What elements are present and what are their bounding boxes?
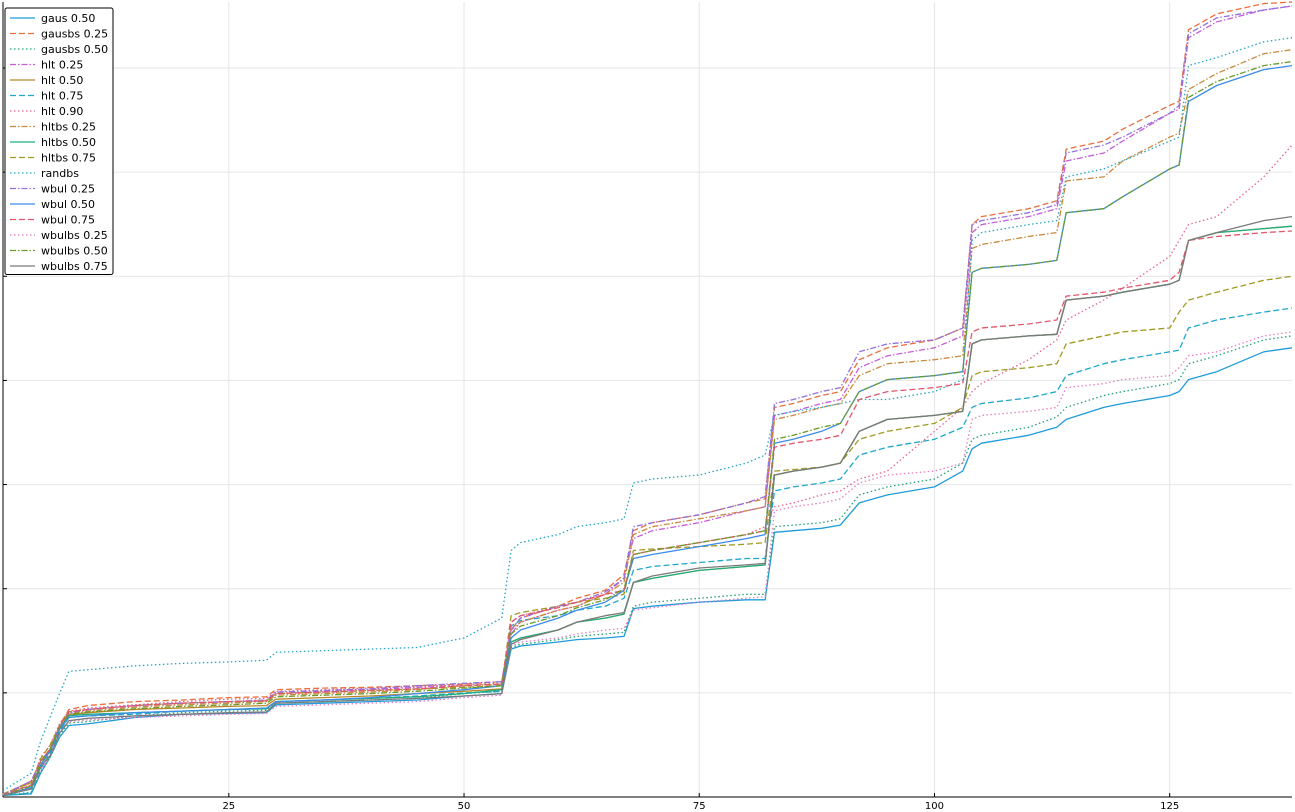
grid <box>3 2 1292 797</box>
legend-label-2: gausbs 0.50 <box>41 43 108 56</box>
series-line-hlt-0-25 <box>2 5 1293 796</box>
legend-label-16: wbulbs 0.75 <box>41 260 108 273</box>
legend-label-4: hlt 0.50 <box>41 74 83 87</box>
x-tick-label-0: 25 <box>222 801 235 812</box>
series-line-gausbs-0-50 <box>2 335 1293 797</box>
legend-label-3: hlt 0.25 <box>41 59 83 72</box>
legend-box <box>4 7 114 275</box>
series-line-randbs <box>2 37 1293 792</box>
legend-label-13: wbul 0.75 <box>41 214 95 227</box>
legend-label-14: wbulbs 0.25 <box>41 229 108 242</box>
x-tick-label-3: 100 <box>925 801 944 812</box>
legend-label-15: wbulbs 0.50 <box>41 245 108 258</box>
series-line-gaus-0-50 <box>2 347 1293 797</box>
series-line-hlt-0-90 <box>2 144 1293 795</box>
x-tick-label-4: 125 <box>1160 801 1179 812</box>
series-group <box>2 1 1293 797</box>
legend-label-6: hlt 0.90 <box>41 105 83 118</box>
series-line-wbulbs-0-75 <box>2 215 1293 797</box>
series-line-gausbs-0-25 <box>2 1 1293 796</box>
legend-label-7: hltbs 0.25 <box>41 121 96 134</box>
legend-label-9: hltbs 0.75 <box>41 152 96 165</box>
series-line-hltbs-0-75 <box>2 275 1293 795</box>
legend-label-11: wbul 0.25 <box>41 183 95 196</box>
series-line-wbulbs-0-25 <box>2 331 1293 796</box>
legend-label-1: gausbs 0.25 <box>41 28 108 41</box>
series-line-wbul-0-75 <box>2 230 1293 796</box>
series-line-wbul-0-25 <box>2 5 1293 796</box>
legend-label-5: hlt 0.75 <box>41 90 83 103</box>
legend-label-0: gaus 0.50 <box>41 12 95 25</box>
x-tick-label-2: 75 <box>693 801 706 812</box>
series-line-wbulbs-0-50 <box>2 60 1293 797</box>
legend-label-12: wbul 0.50 <box>41 198 95 211</box>
series-line-hltbs-0-25 <box>2 49 1293 796</box>
legend: gaus 0.50 gausbs 0.25 gausbs 0.50 hlt 0.25 h… <box>4 7 114 275</box>
series-line-wbul-0-50 <box>2 64 1293 797</box>
legend-label-8: hltbs 0.50 <box>41 136 96 149</box>
x-tick-label-1: 50 <box>458 801 471 812</box>
legend-label-10: randbs <box>41 167 79 180</box>
